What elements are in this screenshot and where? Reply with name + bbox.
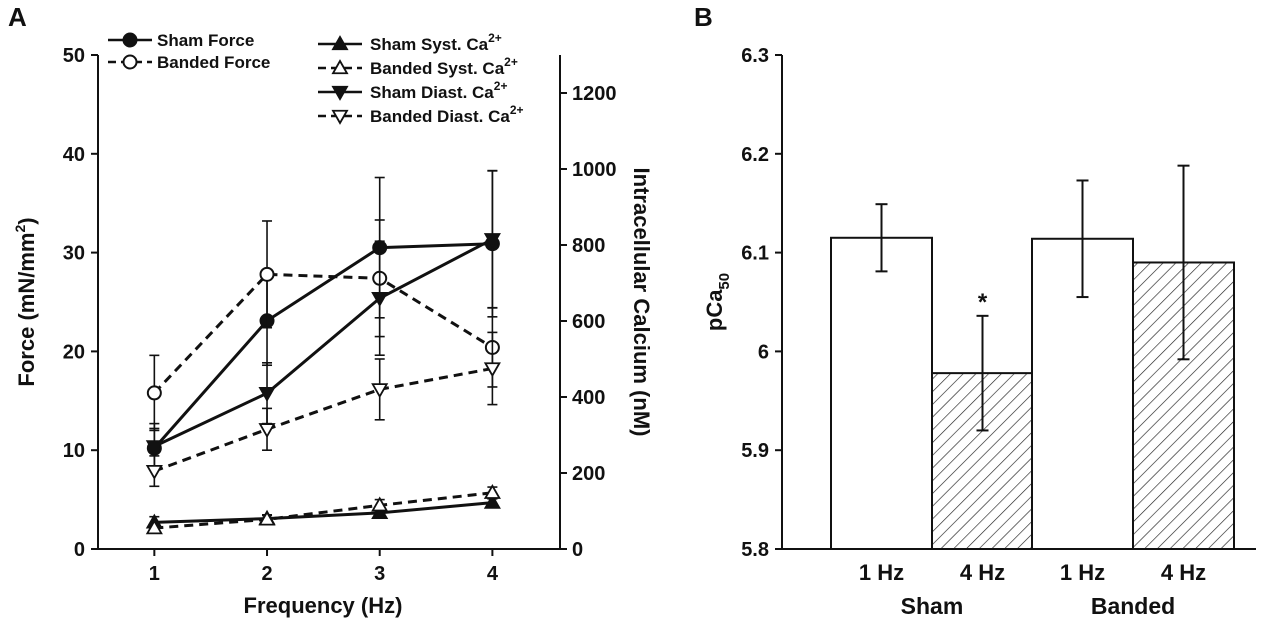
legend-label: Banded Force: [157, 53, 270, 72]
data-point: [258, 423, 276, 439]
right-y-tick-label: 600: [572, 311, 605, 333]
legend-entry: Sham Syst. Ca2+: [318, 31, 502, 54]
series-banded-diast-ca: [145, 331, 501, 488]
panel-a: A 0 10 20 30 40 50 0 200 400 600 800 1000 1200 1 2 3 4 S…: [8, 2, 654, 618]
pca-y-tick-label: 5.8: [741, 539, 769, 561]
bar-category-label: 4 Hz: [960, 560, 1005, 585]
data-point: [258, 387, 276, 403]
data-point: [145, 440, 163, 456]
data-point: [258, 510, 276, 526]
data-point: [259, 266, 275, 282]
legend-marker: [331, 59, 349, 75]
bar: [830, 236, 933, 550]
panel-a-label: A: [8, 2, 27, 32]
panel-a-axes: 0 10 20 30 40 50 0 200 400 600 800 1000 1200 1 2 3 4: [63, 45, 617, 585]
pca50-axis-title: pCa50: [702, 273, 733, 331]
data-point: [483, 362, 501, 378]
significance-marker: *: [978, 289, 988, 316]
legend-entry: Banded Force: [108, 53, 270, 72]
legend-marker: [331, 85, 349, 101]
data-point: [146, 385, 162, 401]
series-sham-diast-ca: [145, 170, 501, 471]
legend-entry: Sham Diast. Ca2+: [318, 79, 507, 102]
data-point: [371, 496, 389, 512]
legend-marker: [122, 32, 138, 48]
data-point: [145, 519, 163, 535]
series-line: [153, 242, 493, 450]
left-y-tick-label: 20: [63, 341, 85, 363]
pca-y-tick-label: 6.2: [741, 144, 769, 166]
legend-entry: Banded Diast. Ca2+: [318, 103, 524, 126]
legend-label: Banded Syst. Ca2+: [370, 55, 518, 78]
series-line: [153, 367, 493, 473]
series-line: [154, 501, 493, 524]
legend-marker: [122, 54, 138, 70]
panel-b-label: B: [694, 2, 713, 32]
series-line: [154, 491, 493, 530]
legend-marker: [331, 35, 349, 51]
group-label: Sham: [901, 593, 964, 619]
data-point: [371, 504, 389, 520]
x-tick-label: 4: [487, 563, 499, 585]
right-y-tick-label: 400: [572, 387, 605, 409]
pca-y-tick-label: 6: [758, 341, 769, 363]
legend-label: Sham Syst. Ca2+: [370, 31, 502, 54]
bar-category-label: 1 Hz: [859, 560, 904, 585]
legend-label: Sham Force: [157, 31, 254, 50]
series-line: [153, 237, 494, 448]
data-point: [483, 483, 501, 499]
data-point: [483, 493, 501, 509]
left-y-tick-label: 10: [63, 440, 85, 462]
data-point: [483, 233, 501, 249]
left-y-axis-title: Force (mN/mm2): [12, 217, 39, 386]
right-y-tick-label: 200: [572, 463, 605, 485]
x-tick-label: 2: [261, 563, 272, 585]
bar-category-label: 1 Hz: [1060, 560, 1105, 585]
left-y-tick-label: 50: [63, 45, 85, 67]
series-line: [153, 272, 494, 394]
left-y-tick-label: 0: [74, 539, 85, 561]
left-y-tick-label: 30: [63, 243, 85, 265]
left-y-tick-label: 40: [63, 144, 85, 166]
panel-b-bars: 1 Hz 4 Hz 1 Hz 4 Hz * Sham Banded: [830, 164, 1235, 619]
x-axis-title: Frequency (Hz): [244, 593, 403, 618]
right-y-axis-title: Intracellular Calcium (nM): [629, 168, 654, 437]
pca-y-tick-label: 6.1: [741, 243, 769, 265]
x-tick-label: 1: [149, 563, 160, 585]
series-banded-force: [146, 219, 500, 432]
group-label: Banded: [1091, 593, 1175, 619]
x-tick-label: 3: [374, 563, 385, 585]
data-point: [371, 292, 389, 308]
panel-a-series: [145, 169, 501, 535]
right-y-tick-label: 1000: [572, 159, 617, 181]
panel-b: B 5.8 5.9 6 6.1 6.2 6.3 1 Hz 4 Hz 1 Hz 4 Hz * Sham…: [694, 2, 1256, 619]
pca-y-tick-label: 6.3: [741, 45, 769, 67]
data-point: [371, 383, 389, 399]
legend-marker: [331, 109, 349, 125]
legend-label: Banded Diast. Ca2+: [370, 103, 524, 126]
pca-y-tick-label: 5.9: [741, 440, 769, 462]
data-point: [145, 464, 163, 480]
right-y-tick-label: 0: [572, 539, 583, 561]
legend-entry: Banded Syst. Ca2+: [318, 55, 518, 78]
legend-label: Sham Diast. Ca2+: [370, 79, 507, 102]
right-y-tick-label: 800: [572, 235, 605, 257]
series-banded-syst-ca: [145, 483, 501, 535]
bar-category-label: 4 Hz: [1161, 560, 1206, 585]
right-y-tick-label: 1200: [572, 83, 617, 105]
legend-entry: Sham Force: [108, 31, 254, 50]
